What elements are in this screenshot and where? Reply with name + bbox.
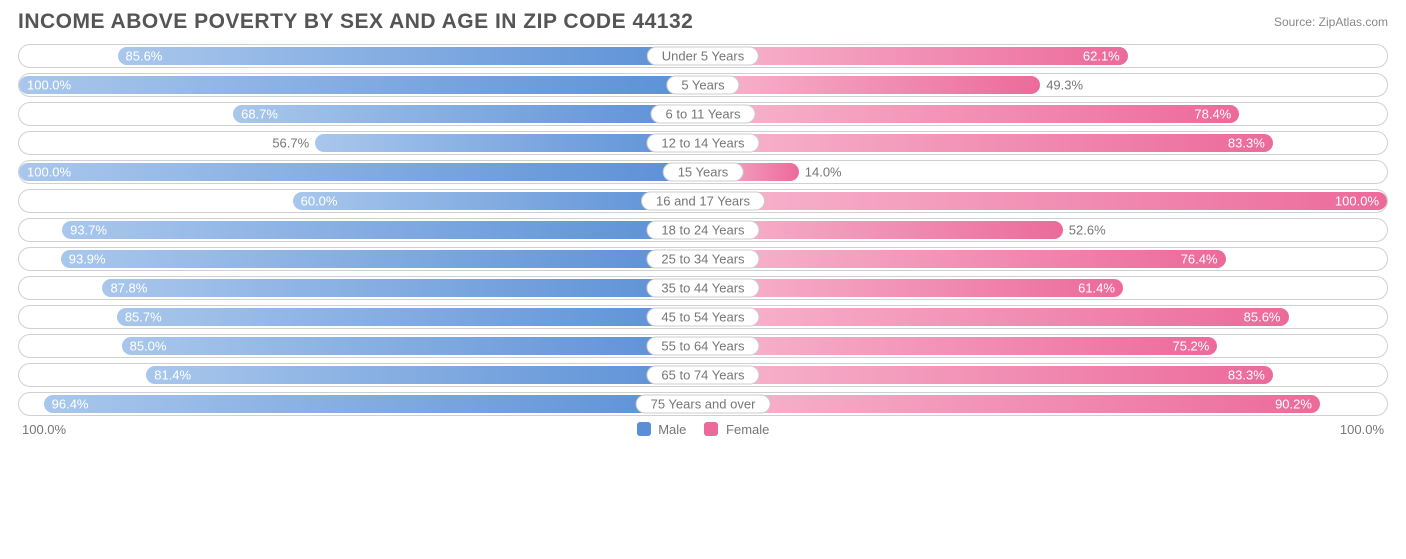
value-label-female: 83.3% [1228,368,1265,383]
bar-male: 81.4% [146,366,703,384]
legend-male: Male [637,422,687,437]
bar-male: 100.0% [19,76,703,94]
value-label-male: 85.6% [126,49,163,64]
value-label-male: 100.0% [27,165,71,180]
chart-row: 60.0% 100.0% 16 and 17 Years [18,189,1388,213]
category-label: 16 and 17 Years [641,192,765,211]
bar-female: 85.6% [703,308,1289,326]
bar-male: 100.0% [19,163,703,181]
butterfly-chart: INCOME ABOVE POVERTY BY SEX AND AGE IN Z… [0,0,1406,447]
bar-female: 78.4% [703,105,1239,123]
axis-label-right: 100.0% [1340,422,1384,437]
category-label: 15 Years [663,163,744,182]
value-label-female: 14.0% [805,165,842,180]
chart-title: INCOME ABOVE POVERTY BY SEX AND AGE IN Z… [18,10,693,34]
category-label: 65 to 74 Years [646,366,759,385]
value-label-female: 90.2% [1275,397,1312,412]
category-label: 25 to 34 Years [646,250,759,269]
chart-row: 85.6% 62.1% Under 5 Years [18,44,1388,68]
value-label-male: 93.7% [70,223,107,238]
bar-female: 83.3% [703,134,1273,152]
bar-male: 93.9% [61,250,703,268]
bar-male: 87.8% [102,279,703,297]
value-label-male: 85.7% [125,310,162,325]
value-label-male: 93.9% [69,252,106,267]
category-label: 5 Years [666,76,739,95]
value-label-female: 76.4% [1181,252,1218,267]
bar-male: 85.0% [122,337,703,355]
value-label-male: 60.0% [301,194,338,209]
value-label-male: 100.0% [27,78,71,93]
category-label: 35 to 44 Years [646,279,759,298]
bar-female: 90.2% [703,395,1320,413]
chart-row: 100.0% 49.3% 5 Years [18,73,1388,97]
chart-row: 93.7% 52.6% 18 to 24 Years [18,218,1388,242]
value-label-male: 56.7% [272,136,309,151]
chart-row: 85.7% 85.6% 45 to 54 Years [18,305,1388,329]
value-label-female: 52.6% [1069,223,1106,238]
bar-female [703,76,1040,94]
category-label: Under 5 Years [647,47,759,66]
legend: Male Female [66,422,1340,437]
bar-male: 85.6% [118,47,704,65]
category-label: 55 to 64 Years [646,337,759,356]
value-label-male: 96.4% [52,397,89,412]
axis-label-left: 100.0% [22,422,66,437]
swatch-male [637,422,651,436]
value-label-female: 49.3% [1046,78,1083,93]
bar-male: 96.4% [44,395,703,413]
chart-row: 93.9% 76.4% 25 to 34 Years [18,247,1388,271]
chart-footer: 100.0% Male Female 100.0% [12,416,1394,437]
chart-row: 100.0% 14.0% 15 Years [18,160,1388,184]
value-label-male: 85.0% [130,339,167,354]
value-label-male: 68.7% [241,107,278,122]
bar-female: 62.1% [703,47,1128,65]
value-label-female: 85.6% [1244,310,1281,325]
swatch-female [704,422,718,436]
bar-female: 76.4% [703,250,1226,268]
chart-row: 81.4% 83.3% 65 to 74 Years [18,363,1388,387]
legend-female-label: Female [726,422,769,437]
category-label: 75 Years and over [636,395,771,414]
bar-female: 83.3% [703,366,1273,384]
value-label-female: 78.4% [1194,107,1231,122]
chart-row: 56.7% 83.3% 12 to 14 Years [18,131,1388,155]
value-label-female: 100.0% [1335,194,1379,209]
legend-female: Female [704,422,769,437]
value-label-female: 62.1% [1083,49,1120,64]
value-label-female: 61.4% [1078,281,1115,296]
chart-rows: 85.6% 62.1% Under 5 Years 100.0% 49.3% 5 Year… [12,44,1394,416]
bar-male: 93.7% [62,221,703,239]
chart-source: Source: ZipAtlas.com [1274,15,1388,29]
chart-header: INCOME ABOVE POVERTY BY SEX AND AGE IN Z… [12,8,1394,44]
bar-male: 85.7% [117,308,703,326]
chart-row: 96.4% 90.2% 75 Years and over [18,392,1388,416]
bar-male [315,134,703,152]
value-label-female: 75.2% [1172,339,1209,354]
category-label: 18 to 24 Years [646,221,759,240]
bar-female: 100.0% [703,192,1387,210]
category-label: 12 to 14 Years [646,134,759,153]
value-label-female: 83.3% [1228,136,1265,151]
category-label: 6 to 11 Years [651,105,756,124]
bar-male: 68.7% [233,105,703,123]
bar-female: 75.2% [703,337,1217,355]
chart-row: 87.8% 61.4% 35 to 44 Years [18,276,1388,300]
value-label-male: 81.4% [154,368,191,383]
chart-row: 85.0% 75.2% 55 to 64 Years [18,334,1388,358]
legend-male-label: Male [658,422,686,437]
chart-row: 68.7% 78.4% 6 to 11 Years [18,102,1388,126]
category-label: 45 to 54 Years [646,308,759,327]
bar-female: 61.4% [703,279,1123,297]
value-label-male: 87.8% [110,281,147,296]
